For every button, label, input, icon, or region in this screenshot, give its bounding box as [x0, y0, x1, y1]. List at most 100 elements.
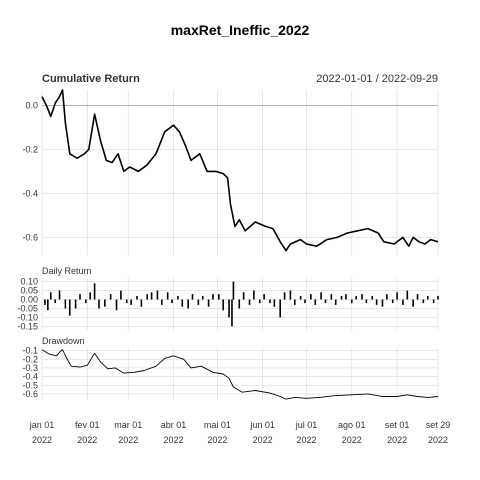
daily-return-bar [314, 299, 317, 305]
y-tick-label: -0.6 [22, 389, 38, 399]
daily-return-bar [109, 294, 112, 300]
drawdown-line [41, 349, 439, 400]
daily-return-bar [218, 294, 220, 300]
y-tick-label: -0.2 [22, 144, 38, 154]
x-tick-year: 2022 [253, 435, 273, 445]
y-tick-label: -0.5 [22, 380, 38, 390]
daily-return-bar [120, 290, 122, 300]
daily-return-bar [64, 299, 67, 309]
daily-return-bar [340, 295, 343, 300]
daily-return-bar [104, 299, 106, 307]
daily-return-bar [136, 295, 138, 300]
x-tick-label: set 29 [426, 420, 451, 430]
x-tick-label: fev 01 [75, 420, 100, 430]
daily-return-bar [212, 294, 214, 300]
daily-return-bar [79, 294, 81, 300]
daily-return-bar [228, 299, 230, 318]
y-tick-label: -0.6 [22, 232, 38, 242]
x-tick-label: set 01 [385, 420, 410, 430]
daily-return-bar [125, 299, 128, 304]
x-tick-label: mai 01 [204, 420, 231, 430]
daily-return-bar [334, 299, 337, 305]
daily-return-bar [345, 294, 347, 300]
daily-return-bar [232, 281, 235, 300]
x-tick-year: 2022 [428, 435, 448, 445]
chart-title: maxRet_Ineffic_2022 [171, 22, 310, 38]
data-layer [41, 89, 439, 400]
daily-return-bar [432, 299, 435, 304]
daily-return-bar [166, 292, 169, 300]
y-tick-label: -0.05 [17, 303, 38, 313]
y-tick-label: 0.0 [25, 100, 38, 110]
daily-return-bar [258, 299, 261, 304]
daily-return-bar [310, 294, 312, 300]
daily-return-bar [146, 294, 149, 300]
daily-return-bar [177, 295, 179, 300]
y-tick-label: -0.2 [22, 354, 38, 364]
daily-return-bar [54, 299, 56, 304]
daily-return-bar [140, 299, 143, 307]
daily-return-bar [365, 299, 368, 304]
daily-return-bar [49, 292, 52, 300]
daily-return-bar [156, 290, 159, 300]
x-tick-label: jun 01 [249, 420, 275, 430]
y-tick-label: 0.05 [20, 286, 38, 296]
daily-return-bar [242, 292, 245, 300]
daily-return-bar [330, 294, 333, 300]
panel-title-drawdown: Drawdown [42, 336, 85, 346]
daily-return-bar [273, 299, 276, 307]
daily-return-bar [289, 290, 292, 300]
daily-return-bar [181, 299, 184, 307]
daily-return-bar [85, 299, 87, 304]
y-tick-label: -0.1 [22, 346, 38, 356]
daily-return-bar [299, 295, 302, 300]
daily-return-bar [248, 299, 251, 305]
daily-return-bar [324, 299, 327, 304]
daily-return-bar [98, 299, 100, 309]
daily-return-bar [44, 299, 46, 305]
daily-return-bar [68, 299, 71, 316]
daily-return-bar [171, 299, 173, 304]
daily-return-bar [130, 299, 132, 305]
daily-return-bar [161, 299, 163, 305]
x-tick-label: abr 01 [161, 420, 187, 430]
panel-title-cumulative: Cumulative Return [42, 73, 140, 85]
y-tick-label: -0.4 [22, 188, 38, 198]
daily-return-bar [361, 294, 363, 300]
x-tick-year: 2022 [77, 435, 97, 445]
daily-return-bar [269, 299, 271, 304]
daily-return-bar [320, 292, 322, 300]
daily-return-bar [386, 294, 388, 300]
daily-return-bar [396, 292, 398, 300]
daily-return-bar [422, 299, 425, 304]
x-tick-year: 2022 [207, 435, 227, 445]
daily-return-bar [74, 299, 77, 309]
daily-return-bar [222, 299, 224, 311]
grid-layer [41, 90, 439, 400]
y-tick-label: -0.3 [22, 363, 38, 373]
daily-return-bar [58, 290, 61, 300]
y-tick-label: -0.10 [17, 312, 38, 322]
daily-return-bar [375, 299, 378, 305]
x-tick-year: 2022 [296, 435, 316, 445]
daily-return-bar [293, 299, 296, 305]
daily-return-bar [201, 295, 204, 300]
daily-return-bar [437, 295, 439, 300]
x-tick-year: 2022 [163, 435, 183, 445]
daily-return-bar [402, 299, 404, 305]
daily-return-bar [350, 299, 353, 304]
x-tick-year: 2022 [342, 435, 362, 445]
daily-return-bar [416, 294, 419, 300]
daily-return-bar [412, 299, 414, 307]
daily-return-bar [426, 295, 429, 300]
y-tick-label: 0.00 [20, 295, 38, 305]
daily-return-bar [304, 299, 306, 304]
y-tick-label: 0.10 [20, 277, 38, 287]
panel-title-daily: Daily Return [42, 266, 92, 276]
daily-return-bar [150, 292, 153, 300]
daily-return-bar [207, 299, 210, 307]
daily-return-bar [187, 299, 189, 309]
daily-return-bar [263, 294, 265, 300]
